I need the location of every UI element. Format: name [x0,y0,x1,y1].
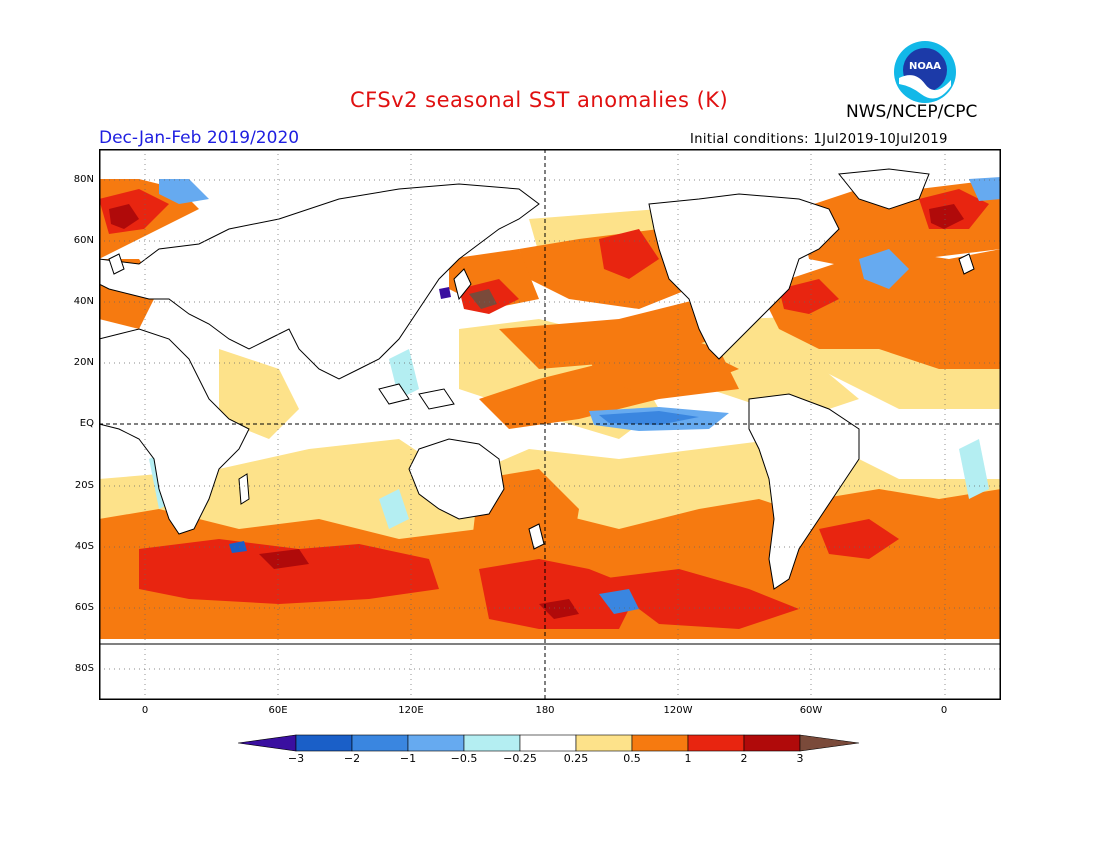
sst-anomaly-map [99,149,1001,700]
colorbar-label: 1 [684,752,692,765]
season-label: Dec-Jan-Feb 2019/2020 [99,128,300,148]
map-title: CFSv2 seasonal SST anomalies (K) [350,88,729,112]
lat-label: 40N [73,296,94,307]
colorbar [238,734,860,752]
logo-text: NOAA [909,61,941,72]
logo-bird-shape [899,75,951,99]
colorbar-swatch [463,734,521,752]
colorbar-swatch [351,734,409,752]
lon-label: 0 [141,705,149,716]
colorbar-swatch [631,734,689,752]
colorbar-swatch [799,734,860,752]
lat-label: EQ [79,418,94,429]
colorbar-swatch [238,734,297,752]
continents [99,168,1001,700]
colorbar-label: 0.25 [563,752,589,765]
lon-label: 0 [940,705,948,716]
colorbar-label: −0.25 [503,752,537,765]
lon-label: 60W [799,705,823,716]
colorbar-swatch [519,734,577,752]
agency-label: NWS/NCEP/CPC [846,102,978,122]
lat-label: 80S [74,663,94,674]
colorbar-label: 0.5 [623,752,641,765]
lon-label: 120W [663,705,693,716]
lat-label: 20N [73,357,94,368]
lon-label: 60E [268,705,288,716]
map-frame [99,149,1001,700]
lat-label: 20S [74,480,94,491]
colorbar-label: −3 [287,752,305,765]
colorbar-label: 3 [796,752,804,765]
colorbar-swatch [295,734,353,752]
lat-label: 60N [73,235,94,246]
map-reference-lines [99,149,1001,700]
lat-label: 40S [74,541,94,552]
colorbar-label: 2 [740,752,748,765]
anomaly-band-strong-warm [99,189,989,629]
anomaly-band-extreme-warm [109,204,964,619]
lat-label: 80N [73,174,94,185]
colorbar-swatch [407,734,465,752]
colorbar-label: −1 [399,752,417,765]
colorbar-label: −0.5 [450,752,478,765]
colorbar-swatch [575,734,633,752]
lat-label: 60S [74,602,94,613]
lon-label: 120E [398,705,424,716]
colorbar-swatch [743,734,801,752]
noaa-logo: NOAA [894,41,956,103]
colorbar-label: −2 [343,752,361,765]
lon-label: 180 [535,705,555,716]
initial-conditions-label: Initial conditions: 1Jul2019-10Jul2019 [690,132,948,147]
colorbar-swatch [687,734,745,752]
